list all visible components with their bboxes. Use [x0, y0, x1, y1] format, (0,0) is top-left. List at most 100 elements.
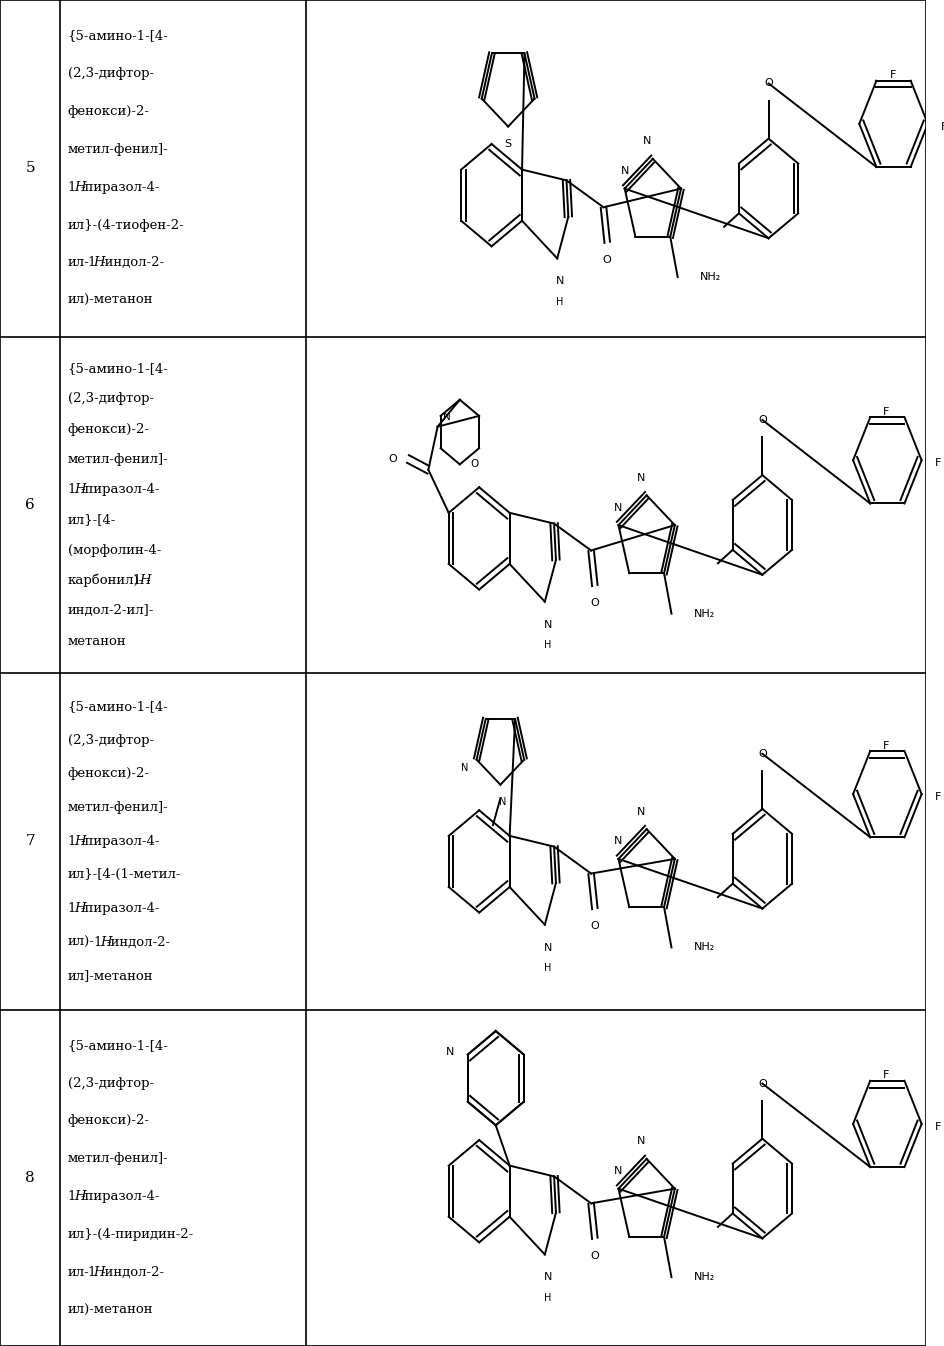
Text: -пиразол-4-: -пиразол-4-: [80, 1190, 160, 1203]
Text: N: N: [637, 472, 646, 483]
Text: H: H: [544, 639, 551, 650]
Text: H: H: [139, 573, 150, 587]
Text: N: N: [615, 502, 623, 513]
Text: N: N: [556, 276, 565, 287]
Text: O: O: [758, 1078, 767, 1089]
Text: N: N: [615, 1166, 623, 1176]
Text: ил-: ил-: [68, 256, 90, 269]
Text: ил}-(4-пиридин-2-: ил}-(4-пиридин-2-: [68, 1228, 194, 1241]
Text: фенокси)-2-: фенокси)-2-: [68, 423, 149, 436]
Text: H: H: [93, 256, 105, 269]
Text: фенокси)-2-: фенокси)-2-: [68, 1114, 149, 1128]
Text: 5: 5: [25, 162, 35, 175]
Text: -пиразол-4-: -пиразол-4-: [80, 483, 160, 497]
Text: H: H: [100, 935, 111, 949]
Text: N: N: [544, 1272, 552, 1283]
Text: (2,3-дифтор-: (2,3-дифтор-: [68, 392, 154, 405]
Text: (2,3-дифтор-: (2,3-дифтор-: [68, 1077, 154, 1090]
Text: 1: 1: [68, 180, 76, 194]
Text: индол-2-ил]-: индол-2-ил]-: [68, 604, 154, 618]
Text: фенокси)-2-: фенокси)-2-: [68, 767, 149, 781]
Text: 1: 1: [87, 1265, 95, 1279]
Text: F: F: [884, 740, 889, 751]
Text: F: F: [935, 1121, 941, 1132]
Text: N: N: [443, 412, 450, 423]
Text: O: O: [388, 454, 396, 464]
Text: ил}-(4-тиофен-2-: ил}-(4-тиофен-2-: [68, 218, 184, 232]
Text: O: O: [590, 598, 599, 608]
Text: N: N: [620, 166, 629, 176]
Text: N: N: [615, 836, 623, 847]
Text: метил-фенил]-: метил-фенил]-: [68, 452, 168, 466]
Text: O: O: [590, 1250, 599, 1261]
Text: (морфолин-4-: (морфолин-4-: [68, 544, 161, 557]
Text: F: F: [941, 121, 944, 132]
Text: O: O: [758, 748, 767, 759]
Text: S: S: [505, 139, 512, 149]
Text: -индол-2-: -индол-2-: [100, 1265, 164, 1279]
Text: N: N: [544, 619, 552, 630]
Text: H: H: [74, 902, 86, 915]
Text: O: O: [758, 415, 767, 425]
Text: 1: 1: [68, 835, 76, 848]
Text: {5-амино-1-[4-: {5-амино-1-[4-: [68, 700, 168, 713]
Text: H: H: [74, 1190, 86, 1203]
Text: H: H: [74, 483, 86, 497]
Text: -пиразол-4-: -пиразол-4-: [80, 835, 160, 848]
Text: 1: 1: [68, 902, 76, 915]
Text: метил-фенил]-: метил-фенил]-: [68, 1152, 168, 1166]
Text: N: N: [637, 1136, 646, 1147]
Text: метанон: метанон: [68, 634, 126, 647]
Text: H: H: [556, 296, 564, 307]
Text: 1: 1: [68, 1190, 76, 1203]
Text: -индол-2-: -индол-2-: [107, 935, 171, 949]
Text: 1: 1: [87, 256, 95, 269]
Text: F: F: [884, 1070, 889, 1081]
Text: H: H: [93, 1265, 105, 1279]
Text: метил-фенил]-: метил-фенил]-: [68, 801, 168, 814]
Text: ил)-: ил)-: [68, 935, 94, 949]
Text: N: N: [544, 942, 552, 953]
Text: 1: 1: [68, 483, 76, 497]
Text: (2,3-дифтор-: (2,3-дифтор-: [68, 734, 154, 747]
Text: 6: 6: [25, 498, 35, 511]
Text: O: O: [603, 254, 612, 265]
Text: ил)-метанон: ил)-метанон: [68, 295, 153, 307]
Text: F: F: [935, 791, 941, 802]
Text: {5-амино-1-[4-: {5-амино-1-[4-: [68, 1039, 168, 1051]
Text: O: O: [590, 921, 599, 931]
Text: 8: 8: [25, 1171, 35, 1184]
Text: O: O: [765, 78, 773, 89]
Text: метил-фенил]-: метил-фенил]-: [68, 143, 168, 156]
Text: -: -: [145, 573, 150, 587]
Text: H: H: [544, 962, 551, 973]
Text: {5-амино-1-[4-: {5-амино-1-[4-: [68, 30, 168, 42]
Text: F: F: [935, 458, 941, 468]
Text: -пиразол-4-: -пиразол-4-: [80, 180, 160, 194]
Text: NH₂: NH₂: [694, 608, 715, 619]
Text: N: N: [637, 806, 646, 817]
Text: H: H: [74, 180, 86, 194]
Text: 1: 1: [93, 935, 102, 949]
Text: ил-: ил-: [68, 1265, 90, 1279]
Text: 7: 7: [25, 835, 35, 848]
Text: N: N: [498, 797, 506, 808]
Text: NH₂: NH₂: [700, 272, 721, 283]
Text: ил}-[4-: ил}-[4-: [68, 513, 116, 526]
Text: F: F: [889, 70, 896, 81]
Text: F: F: [884, 406, 889, 417]
Text: (2,3-дифтор-: (2,3-дифтор-: [68, 67, 154, 81]
Text: фенокси)-2-: фенокси)-2-: [68, 105, 149, 118]
Text: O: O: [470, 459, 479, 470]
Text: карбонил)-: карбонил)-: [68, 573, 143, 587]
Text: NH₂: NH₂: [694, 1272, 715, 1283]
Text: ил]-метанон: ил]-метанон: [68, 969, 153, 983]
Text: H: H: [544, 1292, 551, 1303]
Text: H: H: [74, 835, 86, 848]
Text: -индол-2-: -индол-2-: [100, 256, 164, 269]
Text: N: N: [643, 136, 651, 147]
Text: ил)-метанон: ил)-метанон: [68, 1304, 153, 1316]
Text: N: N: [446, 1047, 454, 1057]
Text: N: N: [461, 763, 468, 773]
Text: -пиразол-4-: -пиразол-4-: [80, 902, 160, 915]
